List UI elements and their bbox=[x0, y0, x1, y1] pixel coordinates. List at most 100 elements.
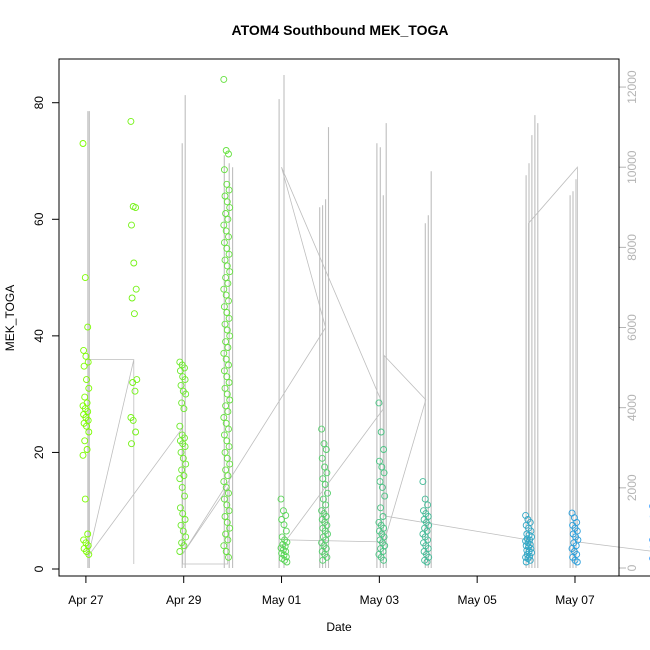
x-tick-label: May 05 bbox=[457, 593, 497, 607]
data-point bbox=[421, 495, 429, 503]
data-point bbox=[226, 204, 234, 212]
data-point bbox=[220, 478, 228, 486]
data-point bbox=[319, 556, 327, 564]
data-point bbox=[80, 346, 88, 354]
data-point bbox=[225, 250, 233, 258]
data-point bbox=[181, 376, 189, 384]
data-point bbox=[131, 387, 139, 395]
data-point bbox=[226, 460, 234, 468]
data-point bbox=[377, 428, 385, 436]
data-point bbox=[127, 117, 135, 125]
data-point bbox=[225, 553, 232, 561]
scatter-points bbox=[79, 75, 650, 566]
secondary-series-lines bbox=[87, 75, 650, 568]
data-point bbox=[181, 516, 189, 523]
data-point bbox=[176, 504, 184, 512]
data-point bbox=[323, 469, 331, 477]
data-point bbox=[223, 373, 231, 381]
data-point bbox=[526, 552, 534, 560]
x-axis-label: Date bbox=[326, 620, 352, 634]
y-tick-label: 80 bbox=[32, 96, 46, 110]
x-tick-label: Apr 29 bbox=[166, 593, 202, 607]
data-point bbox=[281, 556, 289, 564]
data-point bbox=[220, 431, 228, 439]
data-point bbox=[81, 495, 89, 503]
data-point bbox=[221, 192, 229, 200]
data-point bbox=[280, 521, 288, 529]
data-point bbox=[83, 446, 91, 453]
data-point bbox=[178, 399, 186, 407]
data-point bbox=[526, 556, 534, 564]
data-point bbox=[376, 478, 384, 486]
data-point bbox=[222, 210, 230, 217]
data-point bbox=[223, 262, 231, 270]
data-point bbox=[176, 548, 184, 555]
data-point bbox=[223, 180, 231, 188]
data-point bbox=[182, 533, 190, 541]
data-point bbox=[222, 227, 230, 235]
data-point bbox=[132, 285, 140, 293]
data-point bbox=[179, 510, 187, 518]
data-point bbox=[319, 475, 327, 483]
data-point bbox=[225, 425, 232, 433]
data-point bbox=[573, 558, 581, 566]
data-point bbox=[279, 546, 287, 554]
data-point bbox=[424, 501, 432, 509]
data-point bbox=[221, 256, 229, 264]
data-point bbox=[82, 352, 90, 360]
data-point bbox=[378, 483, 386, 491]
y2-tick-label: 6000 bbox=[625, 314, 639, 341]
data-point bbox=[85, 550, 93, 558]
data-point bbox=[222, 147, 230, 154]
data-point bbox=[375, 457, 383, 465]
y-tick-label: 60 bbox=[32, 212, 46, 226]
data-point bbox=[573, 518, 581, 526]
y-tick-label: 20 bbox=[32, 445, 46, 459]
data-point bbox=[132, 428, 140, 436]
data-point bbox=[522, 558, 530, 566]
data-point bbox=[226, 396, 234, 404]
data-point bbox=[222, 274, 230, 282]
data-point bbox=[221, 320, 229, 328]
data-point bbox=[220, 542, 228, 550]
y-axis-right: 0 2000 4000 6000 8000 10000 12000 bbox=[619, 70, 639, 571]
data-point bbox=[132, 204, 140, 212]
data-point bbox=[225, 314, 233, 322]
x-tick-label: May 03 bbox=[360, 593, 400, 607]
trace-line bbox=[87, 166, 650, 565]
data-point bbox=[282, 527, 290, 535]
data-point bbox=[220, 303, 228, 311]
data-point bbox=[220, 75, 228, 83]
data-point bbox=[281, 536, 289, 544]
data-point bbox=[179, 527, 187, 535]
data-point bbox=[222, 355, 230, 363]
data-point bbox=[281, 542, 289, 550]
x-tick-label: May 07 bbox=[555, 593, 595, 607]
data-point bbox=[220, 495, 228, 503]
data-point bbox=[223, 198, 231, 206]
data-point bbox=[226, 332, 234, 340]
data-point bbox=[282, 548, 290, 555]
data-point bbox=[571, 556, 579, 564]
data-point bbox=[181, 443, 189, 451]
data-point bbox=[522, 537, 530, 545]
data-point bbox=[380, 556, 388, 564]
data-point bbox=[225, 233, 232, 241]
data-point bbox=[222, 291, 230, 299]
data-point bbox=[380, 469, 388, 477]
y2-tick-label: 0 bbox=[625, 564, 639, 571]
y-axis-label: MEK_TOGA bbox=[3, 285, 17, 351]
data-point bbox=[324, 489, 331, 497]
data-point bbox=[222, 466, 230, 474]
data-point bbox=[223, 244, 231, 252]
data-point bbox=[83, 376, 90, 384]
data-point bbox=[423, 558, 431, 566]
data-point bbox=[222, 530, 230, 538]
data-point bbox=[81, 274, 89, 282]
y2-tick-label: 2000 bbox=[625, 474, 639, 501]
data-point bbox=[282, 511, 290, 519]
data-point bbox=[129, 379, 137, 386]
data-point bbox=[220, 285, 228, 293]
data-point bbox=[84, 323, 92, 331]
